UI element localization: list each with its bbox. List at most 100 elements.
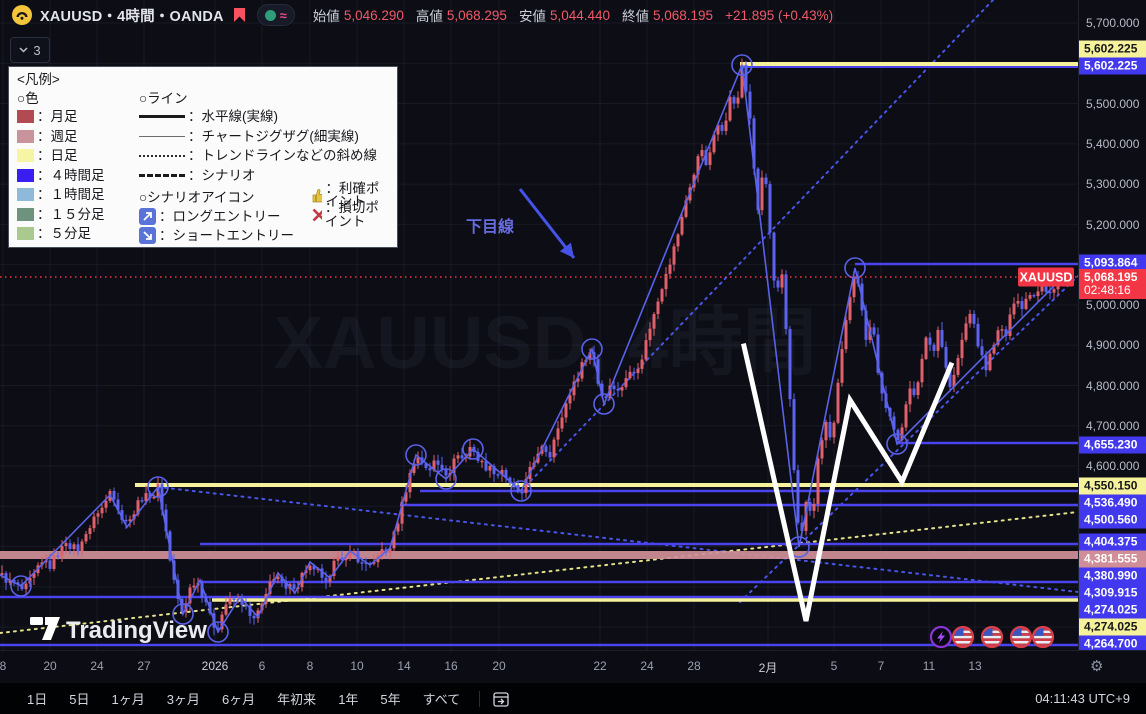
candle-body [900, 427, 904, 440]
candle-body [240, 598, 244, 605]
us-flag-icon [983, 628, 1001, 646]
candle-body [652, 314, 656, 329]
symbol-title[interactable]: XAUUSD・4時間・OANDA [40, 8, 224, 25]
candle-body [416, 457, 420, 464]
candle-body [1000, 329, 1004, 331]
scenario-zigzag[interactable] [741, 343, 955, 622]
pivot-circle[interactable] [886, 433, 908, 455]
candle-body [776, 280, 780, 288]
candle-body [728, 96, 732, 121]
go-to-date-button[interactable] [492, 690, 510, 708]
gear-icon[interactable]: ⚙ [1090, 658, 1104, 675]
pivot-circle[interactable] [172, 603, 194, 625]
pivot-circle[interactable] [844, 257, 866, 279]
current-price-layer: XAUUSD [0, 267, 1078, 287]
candle-body [548, 452, 552, 458]
price-axis[interactable]: 5,700.000 5,500.000 5,400.000 5,300.000 5,20… [1078, 0, 1146, 653]
flag-stripe [1034, 635, 1052, 639]
candle-body [64, 543, 68, 547]
range-button-8[interactable]: すべて [422, 692, 461, 707]
range-button-0[interactable]: 1日 [27, 692, 48, 707]
price-axis-label-box: 4,274.025 [1079, 601, 1146, 619]
candle-body [20, 583, 24, 590]
economic-event-flag-icon[interactable] [980, 625, 1004, 649]
economic-event-flag-icon[interactable] [1031, 625, 1055, 649]
flag-stripe [983, 643, 1001, 646]
flag-canton [954, 628, 964, 636]
economic-event-flag-icon[interactable] [1009, 625, 1033, 649]
candle-body [764, 177, 768, 185]
pivot-circle[interactable] [510, 480, 532, 502]
market-status-icon [264, 9, 276, 21]
candle-body [460, 455, 464, 459]
candle-body [1012, 303, 1016, 315]
down-arrow-line[interactable] [518, 188, 576, 259]
candle-body [704, 150, 708, 165]
candle-body [68, 543, 72, 550]
range-button-6[interactable]: 1年 [338, 692, 359, 707]
range-button-7[interactable]: 5年 [380, 692, 401, 707]
drawings-collapse-button[interactable]: 3 [10, 37, 50, 63]
range-button-4[interactable]: 6ヶ月 [221, 692, 256, 707]
dotted-trendline[interactable] [739, 275, 1078, 603]
legend-color-label: ：月足 [37, 109, 78, 124]
candle-body [712, 134, 716, 153]
candle-body [284, 581, 288, 589]
range-button-1[interactable]: 5日 [69, 692, 90, 707]
flag-stripe [983, 635, 1001, 639]
range-button-3[interactable]: 3ヶ月 [166, 692, 200, 707]
annotation-layer: 下目線 [466, 188, 576, 259]
weekly-level-band[interactable] [0, 551, 1078, 559]
pivot-circle[interactable] [207, 621, 229, 643]
price-axis-label-box: 4,264.700 [1079, 635, 1146, 653]
chart-canvas[interactable]: XAUUSD, 4時間 下目線 XAUUSD TradingView [0, 0, 1078, 650]
lightning-event-icon[interactable] [929, 625, 953, 649]
long-arrow-icon [139, 207, 156, 225]
legend-scenario-list: ：ロングエントリー ：ショートエントリー [139, 207, 389, 246]
pivot-circle[interactable] [593, 393, 615, 415]
legend-color-label: ：週足 [37, 128, 78, 144]
time-axis-tick: 20 [43, 659, 57, 673]
dotted-trendline[interactable] [157, 486, 1078, 593]
pivot-circle[interactable] [147, 476, 169, 498]
pivot-circle[interactable] [405, 444, 427, 466]
annotation-text[interactable]: 下目線 [466, 217, 514, 236]
zigzag-line[interactable] [0, 64, 1059, 634]
pivot-circle[interactable] [10, 575, 32, 597]
pivot-circle[interactable] [731, 54, 753, 76]
pivot-circle[interactable] [435, 468, 457, 490]
candle-body [120, 510, 124, 520]
clock-display[interactable]: 04:11:43 UTC+9 [1035, 691, 1130, 706]
legend-color-label: ：１５分足 [37, 206, 105, 222]
time-axis-tick: 8 [0, 659, 7, 673]
legend-box[interactable]: <凡例> ○色 ：月足 ：週足 ：日足 ：４時間足 ：１時間足 ：１５分足 ：５… [8, 66, 398, 248]
range-button-5[interactable]: 年初来 [277, 692, 317, 707]
time-axis[interactable]: ⚙ 8 20 24 27 2026 6 8 10 14 16 20 22 24 28 2月 5 7 11 13 [0, 650, 1146, 684]
candle-body [332, 560, 336, 576]
candle-body [1004, 329, 1008, 336]
candle-body [100, 507, 104, 514]
bar-status-pill[interactable]: ≈ [256, 4, 295, 26]
color-swatch-icon [17, 168, 34, 182]
candle-body [620, 387, 624, 391]
economic-event-flag-icon[interactable] [951, 625, 975, 649]
flag-icon[interactable] [232, 7, 247, 23]
candle-body [920, 358, 924, 383]
candle-body [452, 458, 456, 474]
flag-stripe [1034, 641, 1052, 644]
candle-body [596, 359, 600, 384]
range-button-2[interactable]: 1ヶ月 [111, 692, 145, 707]
candle-body [192, 585, 196, 588]
legend-scenario-item: ：ロングエントリー [139, 207, 389, 227]
legend-scenario-header: ○シナリオアイコン [139, 190, 255, 205]
dotted-trendline[interactable] [0, 511, 1078, 634]
arrowhead-icon [559, 242, 574, 258]
pivot-circle[interactable] [462, 438, 484, 460]
candle-body [1008, 314, 1012, 336]
candle-body [76, 544, 80, 552]
dotted-trendline[interactable] [520, 0, 994, 492]
candle-body [220, 614, 224, 630]
legend-color-item: ：１時間足 [17, 185, 139, 205]
flag-stripe [1034, 643, 1052, 646]
pivot-circle[interactable] [581, 338, 603, 360]
